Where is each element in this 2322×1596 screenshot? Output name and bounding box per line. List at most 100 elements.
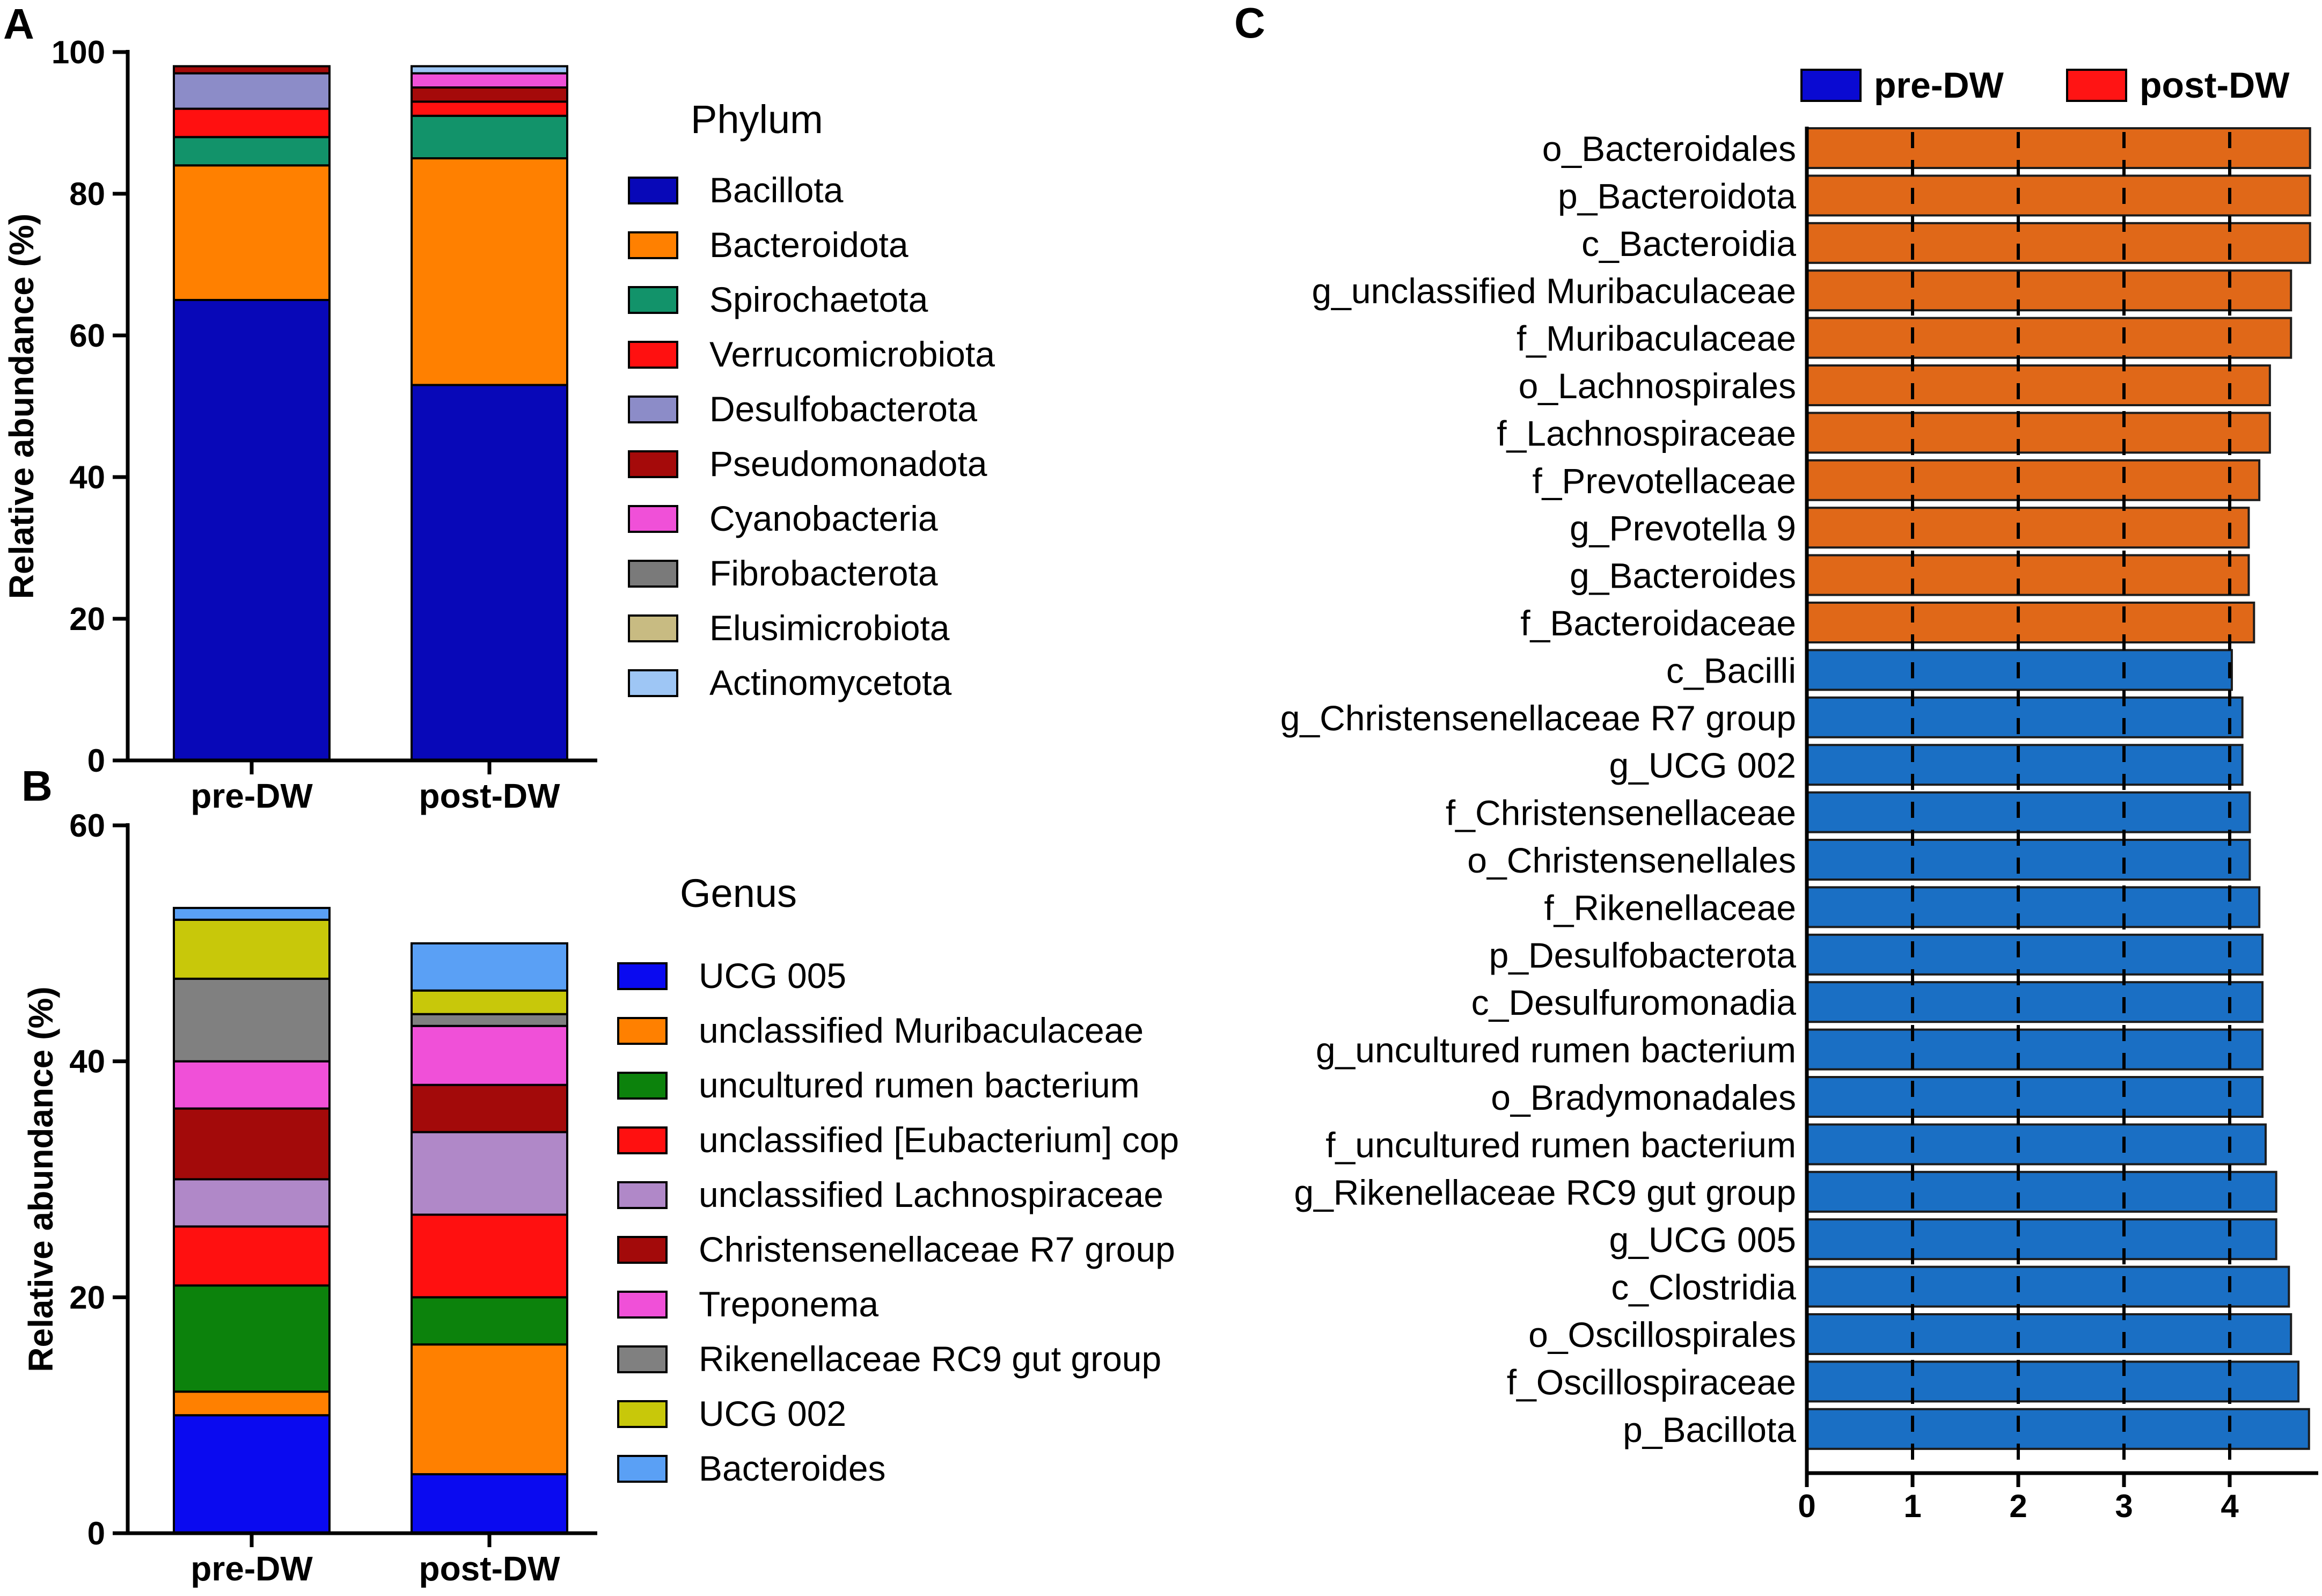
lda-bar-label: p_Bacteroidota bbox=[1558, 176, 1796, 216]
lda-bar-f-bacteroidaceae bbox=[1806, 602, 2255, 643]
lda-bar-o-christensenellales bbox=[1806, 839, 2251, 881]
x-tick-label: post-DW bbox=[419, 1549, 560, 1588]
bar-segment-post-dw-spirochaetota bbox=[411, 114, 568, 159]
x-tick-label: 2 bbox=[2009, 1488, 2027, 1524]
legend-label-rikenellaceae-rc9-gut-group: Rikenellaceae RC9 gut group bbox=[699, 1339, 1161, 1379]
panel-b-genus-chart: pre-DW post-DW 0 20 40 60 Relative abundance (… bbox=[21, 808, 1179, 1588]
lda-bar-label: g_UCG 005 bbox=[1609, 1220, 1796, 1260]
lda-bar-f-christensenellaceae bbox=[1806, 791, 2251, 833]
lda-bar-label: c_Bacilli bbox=[1666, 650, 1796, 690]
legend-swatch-elusimicrobiota bbox=[628, 614, 678, 642]
lda-bar-f-prevotellaceae bbox=[1806, 459, 2261, 501]
x-tick-label: post-DW bbox=[419, 777, 560, 815]
y-tick-label: 80 bbox=[69, 176, 105, 212]
bar-segment-post-dw-uncultured-rumen-bacterium bbox=[411, 1296, 568, 1346]
bar-segment-pre-dw-desulfobacterota bbox=[173, 72, 331, 110]
lda-bar-f-rikenellaceae bbox=[1806, 886, 2261, 928]
lda-bar-f-uncultured-rumen-bacterium bbox=[1806, 1123, 2267, 1166]
lda-bar-label: f_Bacteroidaceae bbox=[1520, 603, 1796, 643]
lda-bar-g-unclassified-muribaculaceae bbox=[1806, 269, 2292, 312]
panel-letter-b: B bbox=[21, 762, 53, 810]
lda-bar-label: f_uncultured rumen bacterium bbox=[1325, 1125, 1796, 1165]
legend-label-verrucomicrobiota: Verrucomicrobiota bbox=[709, 334, 995, 374]
lda-bar-label: g_unclassified Muribaculaceae bbox=[1312, 271, 1796, 311]
bar-segment-pre-dw-bacteroidota bbox=[173, 164, 331, 302]
bar-segment-post-dw-ucg-002 bbox=[411, 989, 568, 1015]
x-tick-label: 4 bbox=[2221, 1488, 2239, 1524]
legend-label-pre-dw: pre-DW bbox=[1874, 65, 2004, 106]
lda-bar-label: f_Prevotellaceae bbox=[1532, 461, 1796, 501]
panel-letter-c: C bbox=[1234, 0, 1265, 47]
bar-segment-pre-dw-christensenellaceae-r7-group bbox=[173, 1107, 331, 1181]
legend-label-fibrobacterota: Fibrobacterota bbox=[709, 553, 938, 593]
bar-segment-post-dw-unclassified-eubacterium-cop bbox=[411, 1213, 568, 1299]
bar-segment-pre-dw-treponema bbox=[173, 1060, 331, 1110]
legend-swatch-treponema bbox=[617, 1291, 668, 1319]
lda-bar-label: o_Lachnospirales bbox=[1519, 366, 1796, 406]
lda-bar-label: o_Oscillospirales bbox=[1528, 1315, 1796, 1355]
legend-swatch-unclassified-muribaculaceae bbox=[617, 1017, 668, 1045]
lda-bar-label: p_Bacillota bbox=[1623, 1410, 1796, 1449]
lda-bar-label: g_Bacteroides bbox=[1570, 556, 1796, 596]
bar-segment-post-dw-cyanobacteria bbox=[411, 72, 568, 89]
lda-bar-c-clostridia bbox=[1806, 1265, 2290, 1308]
bar-segment-pre-dw-bacteroides bbox=[173, 906, 331, 921]
bar-segment-pre-dw-ucg-005 bbox=[173, 1414, 331, 1535]
bar-segment-post-dw-christensenellaceae-r7-group bbox=[411, 1083, 568, 1133]
lda-bar-f-muribaculaceae bbox=[1806, 317, 2292, 359]
legend-swatch-actinomycetota bbox=[628, 669, 678, 697]
bar-segment-pre-dw-unclassified-eubacterium-cop bbox=[173, 1225, 331, 1287]
lda-bar-label: g_uncultured rumen bacterium bbox=[1316, 1030, 1796, 1070]
lda-bar-label: g_UCG 002 bbox=[1609, 745, 1796, 785]
legend-swatch-bacteroidota bbox=[628, 231, 678, 259]
y-tick-label: 60 bbox=[69, 318, 105, 354]
bar-segment-pre-dw-verrucomicrobiota bbox=[173, 107, 331, 138]
lda-bar-label: o_Christensenellales bbox=[1467, 840, 1796, 880]
x-tick-label: pre-DW bbox=[191, 1549, 313, 1588]
lda-bar-f-oscillospiraceae bbox=[1806, 1360, 2300, 1403]
y-tick-label: 40 bbox=[69, 459, 105, 495]
bar-segment-pre-dw-unclassified-muribaculaceae bbox=[173, 1390, 331, 1417]
lda-bar-label: f_Rikenellaceae bbox=[1544, 888, 1796, 927]
lda-bar-o-bacteroidales bbox=[1806, 127, 2311, 169]
lda-bar-c-desulfuromonadia bbox=[1806, 981, 2264, 1023]
lda-bar-o-bradymonadales bbox=[1806, 1076, 2264, 1118]
legend-label-christensenellaceae-r7-group: Christensenellaceae R7 group bbox=[699, 1229, 1175, 1269]
y-tick-label: 40 bbox=[69, 1044, 105, 1080]
legend-label-unclassified-muribaculaceae: unclassified Muribaculaceae bbox=[699, 1011, 1144, 1050]
legend-label-ucg-005: UCG 005 bbox=[699, 956, 846, 995]
legend-swatch-spirochaetota bbox=[628, 286, 678, 314]
lda-bar-g-uncultured-rumen-bacterium bbox=[1806, 1028, 2264, 1071]
panel-a-phylum-chart: pre-DW post-DW 0 20 40 60 80 100 Relative abunda… bbox=[2, 34, 995, 815]
bar-segment-post-dw-rikenellaceae-rc9-gut-group bbox=[411, 1013, 568, 1027]
legend-swatch-pre-dw bbox=[1800, 69, 1862, 102]
legend-swatch-rikenellaceae-rc9-gut-group bbox=[617, 1345, 668, 1373]
legend-label-bacteroidota: Bacteroidota bbox=[709, 225, 909, 265]
y-axis-title: Relative abundance (%) bbox=[21, 986, 60, 1372]
legend-swatch-ucg-005 bbox=[617, 962, 668, 990]
bar-segment-pre-dw-unclassified-lachnospiraceae bbox=[173, 1178, 331, 1228]
legend-title: Phylum bbox=[691, 97, 823, 142]
bar-segment-post-dw-unclassified-muribaculaceae bbox=[411, 1343, 568, 1476]
lda-bar-o-oscillospirales bbox=[1806, 1313, 2292, 1355]
lda-bar-o-lachnospirales bbox=[1806, 364, 2271, 406]
lda-bar-label: c_Desulfuromonadia bbox=[1471, 983, 1797, 1022]
bar-segment-post-dw-bacillota bbox=[411, 384, 568, 762]
y-tick-label: 0 bbox=[87, 743, 105, 779]
legend-swatch-uncultured-rumen-bacterium bbox=[617, 1072, 668, 1100]
x-tick-label: 0 bbox=[1798, 1488, 1815, 1524]
y-tick-label: 100 bbox=[52, 34, 105, 70]
lda-bar-p-bacteroidota bbox=[1806, 174, 2311, 217]
legend-label-pseudomonadota: Pseudomonadota bbox=[709, 444, 987, 484]
x-tick-label: 3 bbox=[2115, 1488, 2133, 1524]
y-tick-label: 20 bbox=[69, 601, 105, 637]
lda-bar-p-desulfobacterota bbox=[1806, 933, 2264, 976]
legend-label-post-dw: post-DW bbox=[2140, 65, 2290, 106]
panel-c-lda-chart: pre-DW post-DW o_Bacteroidales p_Bacteroido… bbox=[1280, 65, 2318, 1524]
legend-label-treponema: Treponema bbox=[699, 1284, 878, 1324]
lda-bar-p-bacillota bbox=[1806, 1408, 2310, 1450]
legend-label-uncultured-rumen-bacterium: uncultured rumen bacterium bbox=[699, 1065, 1140, 1105]
bar-segment-post-dw-ucg-005 bbox=[411, 1473, 568, 1534]
lda-bar-g-rikenellaceae-rc9-gut-group bbox=[1806, 1170, 2277, 1213]
y-tick-label: 0 bbox=[87, 1516, 105, 1551]
